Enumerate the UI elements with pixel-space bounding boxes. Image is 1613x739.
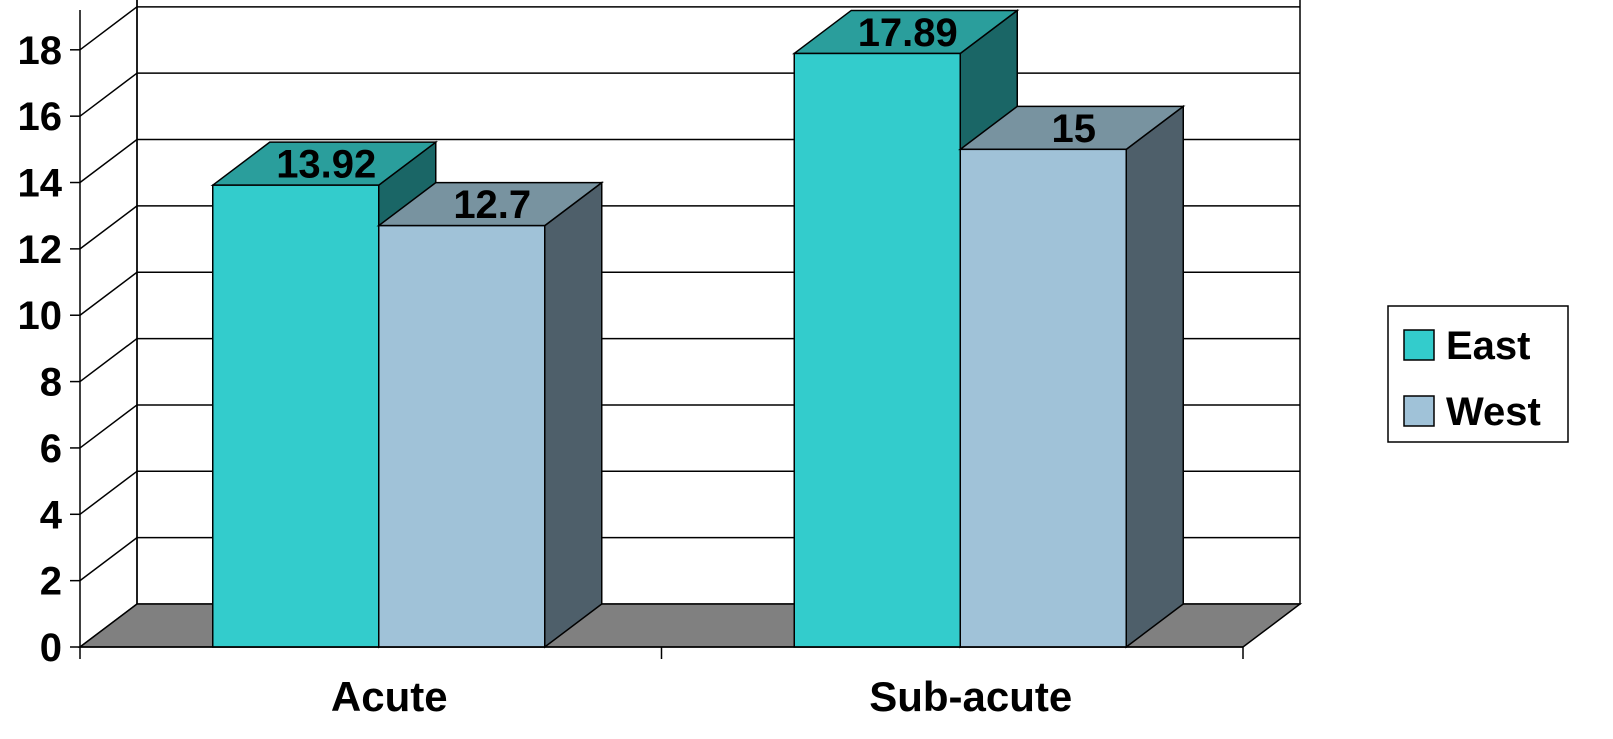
legend-swatch (1403, 395, 1435, 427)
y-tick-label: 2 (40, 560, 62, 604)
y-tick-label: 6 (40, 427, 62, 471)
bar-side (1125, 104, 1184, 649)
x-axis: Acute Sub-acute (79, 646, 1244, 720)
y-tick-label: 10 (18, 294, 63, 338)
y-tick-label: 12 (18, 228, 63, 272)
x-tick-label: Sub-acute (869, 673, 1072, 720)
y-tick-label: 16 (18, 95, 63, 139)
side-wall-gridline (79, 404, 138, 449)
y-tick-label: 4 (40, 493, 63, 537)
side-wall-gridline (79, 205, 138, 250)
legend-swatch (1403, 329, 1435, 361)
x-tick-label: Acute (331, 673, 448, 720)
bar (378, 224, 546, 648)
side-wall-gridline (79, 537, 138, 582)
data-label: 13.92 (276, 143, 376, 187)
y-tick-label: 0 (40, 626, 62, 670)
y-axis: 0 2 4 6 8 10 12 14 16 18 (18, 10, 81, 670)
bar (793, 52, 961, 648)
bar-west-1 (958, 104, 1186, 649)
y-tick-label: 8 (40, 361, 62, 405)
side-wall-gridline (79, 72, 138, 117)
legend: East West (1387, 305, 1569, 443)
legend-label: East (1446, 324, 1531, 368)
data-label: 17.89 (858, 11, 958, 55)
y-tick-label: 14 (18, 162, 63, 206)
data-label: 15 (1052, 107, 1097, 151)
bar (212, 184, 380, 648)
bar-side (544, 181, 603, 649)
bar (959, 148, 1127, 648)
bar-west-0 (376, 181, 604, 649)
side-wall-gridline (79, 337, 138, 383)
data-label: 12.7 (453, 183, 531, 227)
side-wall-gridline (79, 6, 138, 51)
side-wall-gridline (79, 138, 138, 184)
side-wall-gridline (79, 271, 138, 316)
legend-label: West (1446, 390, 1541, 434)
y-tick-label: 18 (18, 29, 63, 73)
side-wall-gridline (79, 470, 138, 515)
